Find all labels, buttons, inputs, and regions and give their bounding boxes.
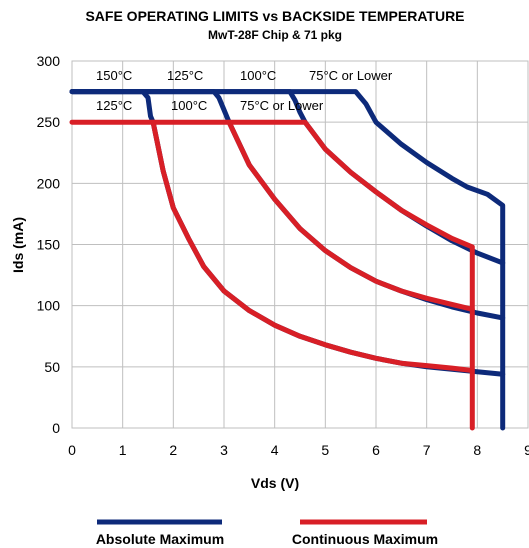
x-axis-label: Vds (V): [251, 475, 299, 491]
annotation-abs-100c: 100°C: [240, 68, 276, 83]
y-tick-label: 100: [37, 298, 61, 314]
y-tick-label: 0: [52, 420, 60, 436]
x-tick-label: 7: [423, 442, 431, 458]
y-tick-label: 150: [37, 237, 61, 253]
y-tick-label: 200: [37, 175, 61, 191]
series-line-absolute-3: [69, 89, 506, 431]
series-line-continuous-8: [226, 119, 475, 312]
chart-subtitle: MwT-28F Chip & 71 pkg: [208, 28, 342, 42]
x-tick-label: 0: [68, 442, 76, 458]
x-tick-label: 3: [220, 442, 228, 458]
y-axis-label: Ids (mA): [10, 217, 26, 273]
legend-label-continuous: Continuous Maximum: [292, 531, 438, 547]
x-tick-label: 8: [473, 442, 481, 458]
x-tick-label: 9: [524, 442, 529, 458]
annotation-cont-75c: 75°C or Lower: [240, 98, 324, 113]
y-tick-label: 50: [44, 359, 60, 375]
chart-title: SAFE OPERATING LIMITS vs BACKSIDE TEMPER…: [85, 8, 464, 24]
annotation-abs-125c: 125°C: [167, 68, 203, 83]
x-tick-label: 4: [271, 442, 279, 458]
annotation-abs-75c: 75°C or Lower: [309, 68, 393, 83]
y-tick-label: 250: [37, 114, 61, 130]
x-tick-label: 2: [169, 442, 177, 458]
legend-label-absolute: Absolute Maximum: [96, 531, 224, 547]
tick-labels: 0 1 2 3 4 5 6 7 8 9 0 50 100 150 200 250 300: [37, 53, 529, 458]
annotation-abs-150c: 150°C: [96, 68, 132, 83]
series-line-continuous-7: [69, 119, 475, 431]
x-tick-label: 5: [321, 442, 329, 458]
plot-frame: [71, 60, 529, 429]
annotation-cont-125c: 125°C: [96, 98, 132, 113]
legend: Absolute Maximum Continuous Maximum: [96, 519, 438, 547]
annotation-cont-100c: 100°C: [171, 98, 207, 113]
series-line-continuous-9: [150, 119, 475, 373]
x-tick-label: 1: [119, 442, 127, 458]
x-tick-label: 6: [372, 442, 380, 458]
series-layer: [69, 89, 506, 431]
y-tick-label: 300: [37, 53, 61, 69]
